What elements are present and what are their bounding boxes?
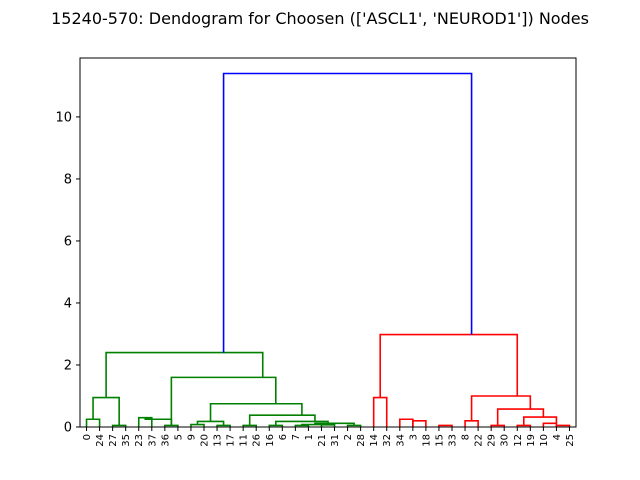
x-tick-label-leaf-16: 16 [265,434,276,447]
x-tick-label-leaf-9: 9 [186,434,197,440]
x-tick-label-leaf-35: 35 [121,434,132,447]
x-tick-label-leaf-36: 36 [160,434,171,447]
x-tick-label-leaf-13: 13 [213,434,224,447]
dendrogram-link-22 [398,418,414,427]
x-tick-label-leaf-6: 6 [278,434,289,440]
x-tick-label-leaf-26: 26 [252,434,263,447]
dendrogram-link-16 [274,420,329,426]
x-tick-label-leaf-31: 31 [330,434,341,447]
x-tick-label-leaf-30: 30 [500,434,511,447]
dendrogram-link-28 [542,422,558,427]
x-tick-label-leaf-24: 24 [95,434,106,447]
y-tick-label: 10 [55,110,72,125]
x-tick-label-leaf-29: 29 [487,434,498,447]
x-tick-label-leaf-3: 3 [408,434,419,440]
dendrogram-link-13 [346,424,362,427]
dendrogram-link-33 [379,333,519,398]
dendrogram-link-31 [496,408,545,426]
x-tick-label-leaf-5: 5 [173,434,184,440]
dendrogram-link-29 [555,424,571,427]
x-tick-label-leaf-21: 21 [317,434,328,447]
dendrogram-link-4 [164,424,179,427]
y-tick-label: 6 [64,234,72,249]
dendrogram-link-26 [490,424,506,427]
dendrogram-link-3 [137,416,153,427]
x-axis: 0 24 27 35 23 37 36 5 9 20 13 17 11 26 16 6 7 1 21 31 2 28 14 3… [82,427,576,447]
dendrogram-link-11 [294,424,310,427]
chart-title: 15240-570: Dendogram for Choosen (['ASCL… [51,9,589,28]
x-tick-label-leaf-4: 4 [552,434,563,440]
x-tick-label-leaf-20: 20 [200,434,211,447]
dendrogram-link-14 [301,423,329,426]
y-tick-label: 2 [64,358,72,373]
x-tick-label-leaf-10: 10 [539,434,550,447]
plot-frame [79,57,577,428]
dendrogram-link-19 [170,376,277,426]
x-tick-label-leaf-32: 32 [382,434,393,447]
dendrogram-link-2 [92,396,120,426]
x-tick-label-leaf-37: 37 [147,434,158,447]
dendrogram-link-15 [314,422,355,426]
x-tick-label-leaf-2: 2 [343,434,354,440]
x-tick-label-leaf-1: 1 [304,434,315,440]
dendrogram-link-34 [222,72,473,353]
y-tick-label: 4 [64,296,72,311]
dendrogram-link-21 [372,396,388,427]
x-tick-label-leaf-18: 18 [421,434,432,447]
dendrogram-link-9 [242,424,258,427]
x-tick-label-leaf-23: 23 [134,434,145,447]
y-tick-label: 0 [64,421,72,436]
dendrogram-link-25 [464,419,479,427]
x-tick-label-leaf-12: 12 [513,434,524,447]
x-tick-label-leaf-0: 0 [82,434,93,440]
dendrogram-link-18 [209,402,303,422]
x-tick-label-leaf-17: 17 [226,434,237,447]
dendrogram-link-24 [438,424,453,427]
dendrogram-link-1 [111,424,127,427]
dendrogram-link-17 [248,414,316,426]
x-tick-label-leaf-8: 8 [461,434,472,440]
y-tick-label: 8 [64,172,72,187]
dendrogram-link-10 [268,424,284,427]
x-tick-label-leaf-11: 11 [239,434,250,447]
dendrogram-link-30 [522,416,558,426]
dendrogram-link-32 [470,395,532,421]
x-tick-label-leaf-27: 27 [108,434,119,447]
x-tick-label-leaf-14: 14 [369,434,380,447]
x-tick-label-leaf-7: 7 [291,434,302,440]
x-tick-label-leaf-25: 25 [565,434,576,447]
dendrogram-link-0 [85,418,101,427]
dendrogram-link-20 [105,351,264,398]
dendrogram-link-27 [516,424,532,427]
x-tick-label-leaf-19: 19 [526,434,537,447]
dendrogram-link-7 [144,417,173,426]
dendrogram-links [85,72,571,427]
y-axis: 0 2 4 6 8 10 [55,110,80,436]
x-tick-label-leaf-28: 28 [356,434,367,447]
x-tick-label-leaf-34: 34 [395,434,406,447]
dendrogram-link-23 [412,419,427,427]
x-tick-label-leaf-15: 15 [434,434,445,447]
x-tick-label-leaf-33: 33 [448,434,459,447]
dendrogram-link-6 [216,424,231,427]
x-tick-label-leaf-22: 22 [474,434,485,447]
